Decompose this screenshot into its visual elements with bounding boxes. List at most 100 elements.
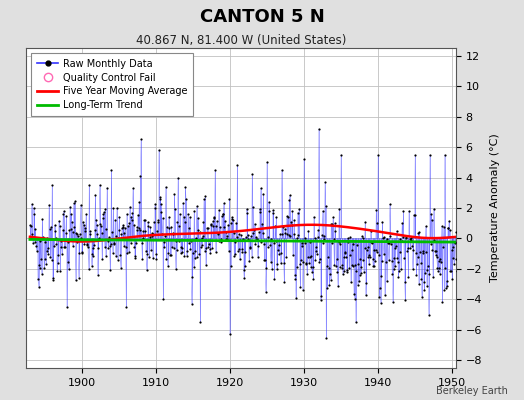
Point — [340, 254, 348, 260]
Point — [99, 215, 107, 222]
Point — [49, 276, 57, 283]
Point — [294, 232, 303, 238]
Point — [282, 254, 290, 260]
Point — [249, 230, 258, 236]
Point — [407, 237, 416, 244]
Point — [130, 244, 138, 250]
Point — [378, 218, 387, 225]
Point — [413, 261, 421, 267]
Point — [222, 236, 230, 242]
Point — [415, 229, 423, 236]
Text: Berkeley Earth: Berkeley Earth — [436, 386, 508, 396]
Point — [74, 274, 83, 281]
Point — [38, 216, 47, 222]
Point — [182, 196, 190, 202]
Point — [108, 250, 117, 256]
Point — [320, 232, 328, 239]
Point — [220, 224, 228, 230]
Point — [67, 226, 75, 232]
Point — [438, 223, 446, 229]
Point — [357, 264, 366, 270]
Point — [214, 230, 222, 237]
Point — [52, 235, 60, 241]
Point — [82, 241, 91, 247]
Point — [439, 224, 447, 230]
Point — [89, 253, 97, 259]
Point — [365, 252, 374, 258]
Point — [192, 203, 201, 210]
Point — [119, 242, 128, 249]
Point — [436, 256, 445, 262]
Point — [424, 311, 433, 318]
Point — [373, 248, 381, 255]
Point — [391, 245, 400, 252]
Point — [328, 240, 336, 246]
Point — [223, 233, 232, 240]
Point — [166, 252, 174, 258]
Point — [119, 222, 127, 228]
Point — [269, 240, 278, 246]
Point — [392, 228, 401, 234]
Point — [347, 279, 355, 286]
Point — [314, 126, 323, 132]
Point — [126, 204, 134, 210]
Point — [244, 232, 252, 239]
Point — [347, 247, 356, 253]
Point — [292, 264, 301, 271]
Point — [231, 251, 239, 257]
Point — [27, 223, 35, 229]
Point — [320, 236, 329, 242]
Point — [318, 232, 326, 238]
Point — [81, 228, 90, 235]
Point — [442, 285, 450, 292]
Point — [305, 239, 314, 245]
Point — [39, 234, 47, 241]
Point — [71, 277, 80, 284]
Point — [305, 260, 313, 266]
Point — [227, 220, 235, 226]
Point — [275, 242, 283, 248]
Point — [345, 252, 354, 258]
Point — [255, 206, 264, 212]
Legend: Raw Monthly Data, Quality Control Fail, Five Year Moving Average, Long-Term Tren: Raw Monthly Data, Quality Control Fail, … — [31, 53, 193, 116]
Point — [45, 202, 53, 208]
Point — [274, 246, 282, 253]
Point — [187, 238, 195, 244]
Point — [309, 276, 318, 282]
Point — [423, 282, 431, 289]
Point — [50, 222, 59, 228]
Point — [344, 238, 352, 245]
Point — [359, 269, 368, 275]
Point — [224, 248, 233, 254]
Point — [79, 219, 87, 225]
Point — [198, 234, 206, 241]
Point — [165, 225, 173, 231]
Point — [364, 244, 373, 250]
Point — [293, 234, 301, 241]
Point — [130, 253, 139, 260]
Point — [387, 258, 396, 264]
Point — [296, 261, 304, 267]
Point — [83, 242, 92, 248]
Point — [195, 229, 204, 235]
Point — [29, 205, 38, 211]
Point — [302, 261, 310, 267]
Point — [289, 231, 298, 238]
Point — [428, 247, 436, 254]
Point — [364, 254, 372, 260]
Point — [342, 254, 350, 260]
Point — [96, 221, 104, 227]
Point — [212, 223, 221, 229]
Point — [215, 238, 224, 244]
Point — [206, 220, 215, 227]
Point — [403, 245, 412, 252]
Point — [88, 250, 96, 257]
Point — [292, 295, 300, 302]
Point — [67, 211, 75, 217]
Point — [70, 200, 78, 206]
Point — [297, 257, 305, 263]
Point — [157, 201, 165, 207]
Point — [257, 185, 265, 191]
Point — [69, 229, 78, 235]
Point — [179, 200, 187, 207]
